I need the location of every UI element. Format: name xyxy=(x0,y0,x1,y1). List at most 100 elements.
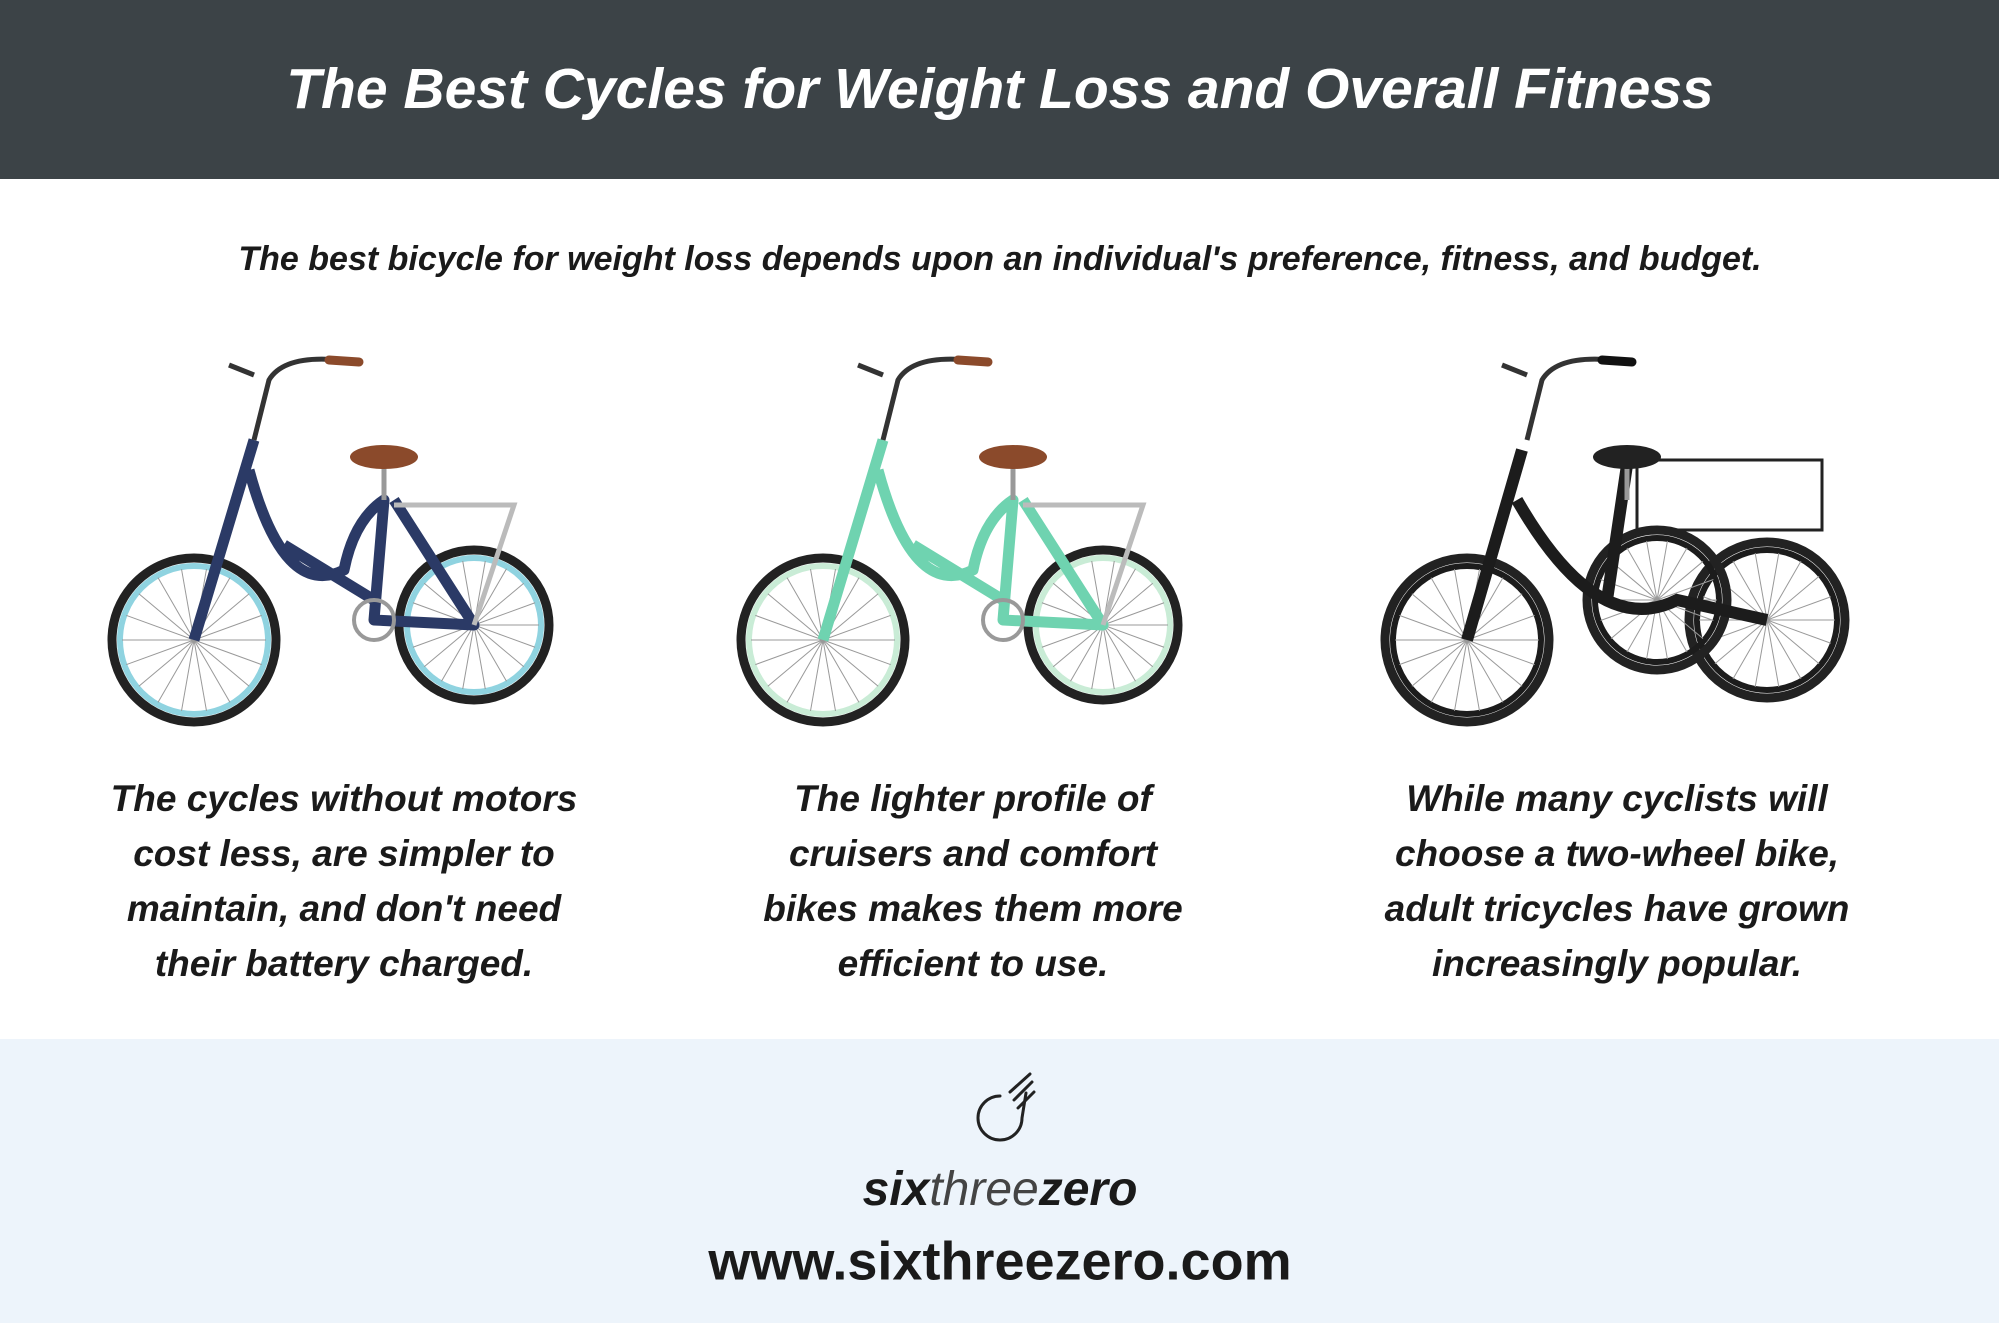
grip xyxy=(324,355,364,367)
spoke xyxy=(1411,639,1468,687)
spoke xyxy=(1656,579,1714,601)
spoke xyxy=(1466,639,1535,666)
bicycle-image xyxy=(107,355,554,727)
bicycle-image xyxy=(736,355,1183,727)
spoke xyxy=(473,624,536,648)
tire xyxy=(1684,537,1850,703)
spoke xyxy=(473,624,486,690)
spoke xyxy=(193,614,262,641)
spoke xyxy=(1102,602,1165,626)
spoke xyxy=(1732,619,1768,680)
spoke xyxy=(1732,560,1768,621)
logo-icon xyxy=(976,1072,1036,1142)
caption-line: efficient to use. xyxy=(838,943,1109,984)
tire xyxy=(107,553,281,727)
spoke xyxy=(1466,639,1480,711)
logo-part: six xyxy=(863,1163,932,1216)
spoke xyxy=(1466,639,1504,703)
rim xyxy=(117,563,271,717)
spoke xyxy=(1102,624,1165,648)
spoke xyxy=(822,639,860,703)
spoke xyxy=(767,593,824,641)
handlebar xyxy=(228,356,340,441)
spoke xyxy=(767,639,824,687)
spoke xyxy=(1091,624,1104,690)
spoke xyxy=(1656,547,1688,601)
spoke xyxy=(126,614,195,641)
caption-line: The lighter profile of xyxy=(794,778,1155,819)
spoke xyxy=(810,639,824,711)
spoke xyxy=(1102,624,1136,682)
spoke xyxy=(1399,639,1468,666)
rack xyxy=(1023,502,1147,626)
rim xyxy=(746,563,900,717)
spoke xyxy=(157,639,195,703)
rim xyxy=(1694,547,1840,693)
spoke xyxy=(138,639,195,687)
tire xyxy=(736,553,910,727)
spoke xyxy=(138,593,195,641)
handlebar xyxy=(857,356,969,441)
spoke xyxy=(1466,614,1535,641)
spoke xyxy=(822,639,836,711)
spoke xyxy=(1626,547,1658,601)
grip xyxy=(1597,355,1637,367)
spoke xyxy=(1102,624,1115,690)
spoke xyxy=(1610,561,1658,601)
saddle xyxy=(979,445,1047,469)
spoke xyxy=(473,624,525,668)
spoke xyxy=(181,639,195,711)
spoke xyxy=(126,639,195,666)
logo-part: three xyxy=(929,1163,1038,1216)
spoke xyxy=(193,639,262,666)
frame xyxy=(1461,448,1769,642)
spoke xyxy=(1430,639,1468,703)
chainring xyxy=(981,598,1025,642)
chainring xyxy=(352,598,396,642)
spoke xyxy=(755,614,824,641)
website-url: www.sixthreezero.com xyxy=(707,1231,1291,1291)
spoke xyxy=(822,593,879,641)
spoke xyxy=(1656,540,1668,601)
spoke xyxy=(193,639,207,711)
basket xyxy=(1635,458,1824,532)
spoke xyxy=(193,593,250,641)
bicycle-image xyxy=(1380,355,1850,727)
subtitle: The best bicycle for weight loss depends… xyxy=(238,240,1761,278)
header-bar xyxy=(0,0,1999,179)
caption-line: choose a two-wheel bike, xyxy=(1395,833,1839,874)
caption-line: cruisers and comfort xyxy=(789,833,1159,874)
spoke xyxy=(786,577,824,641)
spoke xyxy=(1102,582,1154,626)
footer-band xyxy=(0,1039,1999,1323)
spoke xyxy=(1754,619,1768,688)
spoke xyxy=(462,624,475,690)
spoke xyxy=(1766,575,1820,621)
title: The Best Cycles for Weight Loss and Over… xyxy=(286,57,1714,121)
spoke xyxy=(1714,619,1768,665)
handlebar xyxy=(1501,356,1613,441)
caption-line: cost less, are simpler to xyxy=(133,833,555,874)
spoke xyxy=(473,624,507,682)
frame xyxy=(817,438,1109,642)
spoke xyxy=(1766,619,1802,680)
spoke xyxy=(1466,593,1523,641)
spoke xyxy=(1656,561,1704,601)
spoke xyxy=(822,614,891,641)
rack xyxy=(394,502,518,626)
spoke xyxy=(1766,619,1832,644)
spoke xyxy=(1466,639,1523,687)
caption-line: The cycles without motors xyxy=(111,778,578,819)
spoke xyxy=(473,582,525,626)
spoke xyxy=(1766,619,1780,688)
spoke xyxy=(1454,639,1468,711)
spoke xyxy=(822,639,879,687)
spoke xyxy=(1766,552,1780,621)
spoke xyxy=(1070,624,1104,682)
spoke xyxy=(441,624,475,682)
grip xyxy=(953,355,993,367)
tire xyxy=(1380,553,1554,727)
saddle xyxy=(350,445,418,469)
